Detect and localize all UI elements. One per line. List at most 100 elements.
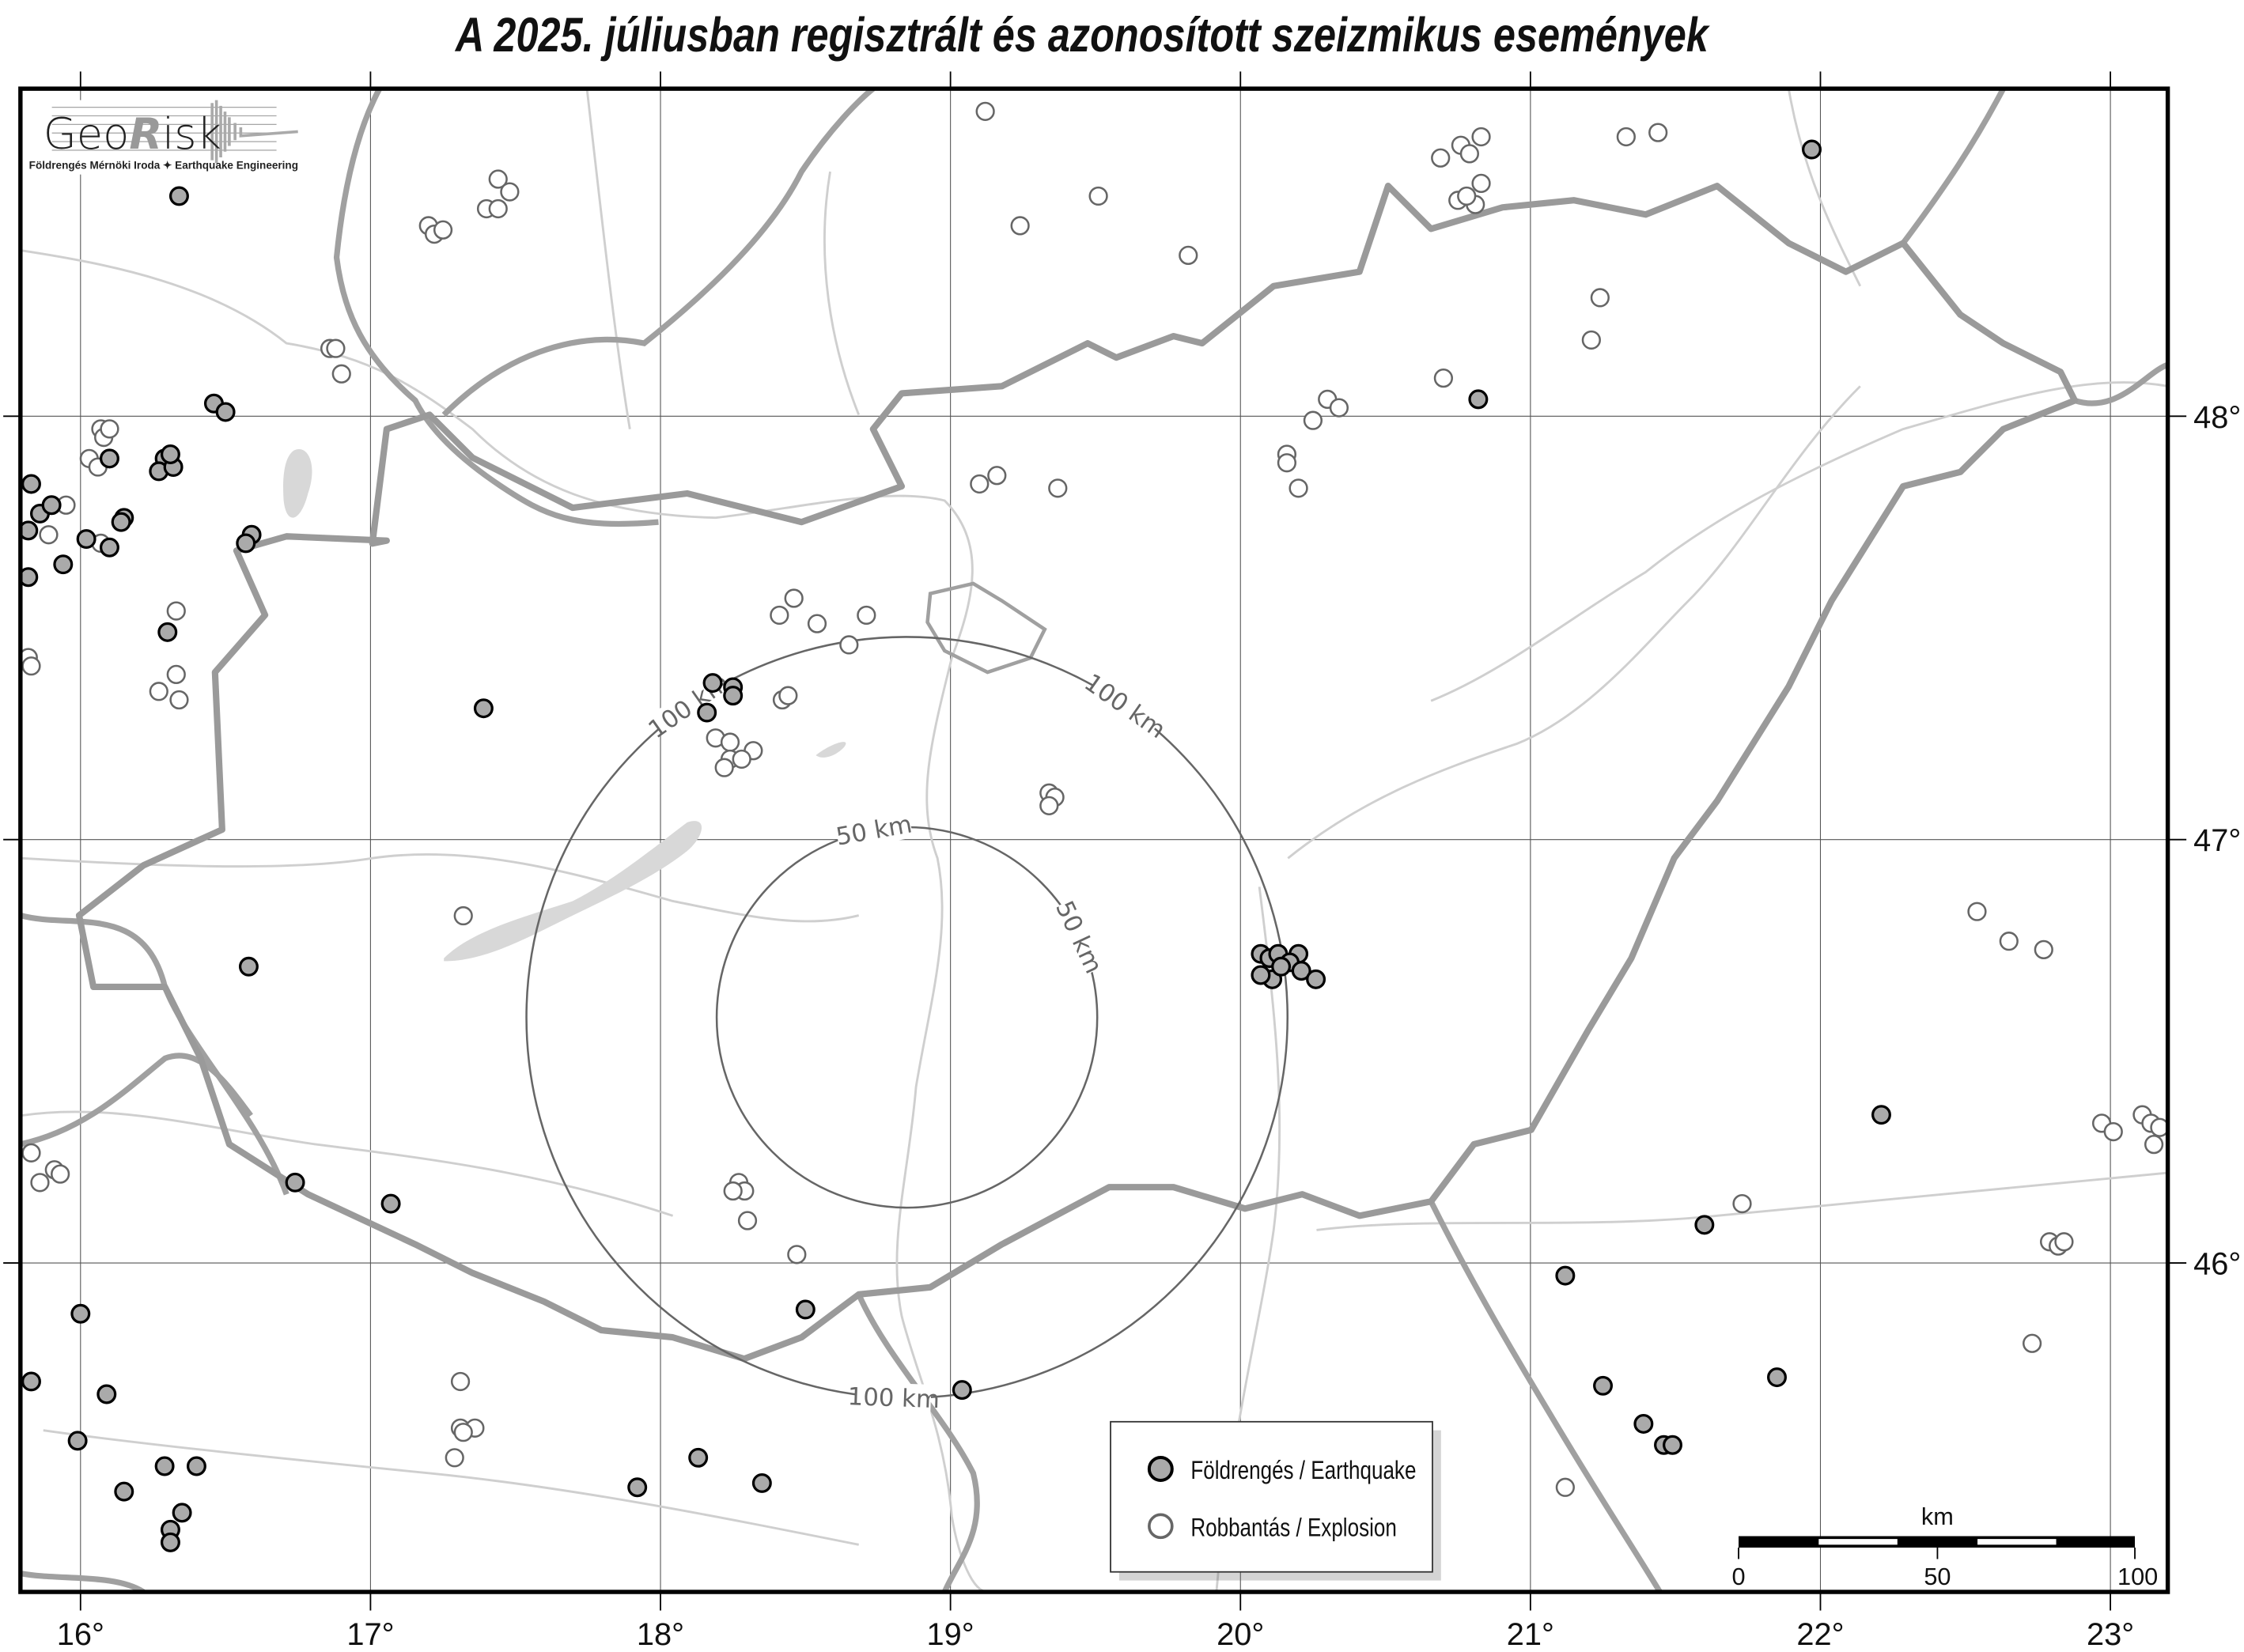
earthquake-marker (21, 474, 41, 494)
lat-label: 47° (2193, 823, 2241, 858)
lake-neusiedl (283, 448, 312, 518)
lake-balaton (444, 821, 702, 962)
earthquake-marker (76, 529, 96, 550)
explosion-marker (21, 656, 41, 676)
earthquake-marker (1306, 969, 1326, 989)
explosion-marker (1967, 902, 1987, 921)
map-title: A 2025. júliusban regisztrált és azonosí… (454, 7, 1710, 62)
earthquake-events (18, 139, 1891, 1552)
earthquake-marker (723, 686, 744, 706)
explosion-marker (1648, 123, 1668, 142)
explosion-marker (723, 1181, 743, 1201)
earthquake-marker (1593, 1375, 1614, 1396)
explosion-marker (857, 605, 876, 626)
lon-label: 16° (57, 1617, 104, 1652)
lon-label: 19° (927, 1617, 974, 1652)
explosion-marker (30, 1173, 50, 1193)
earthquake-marker (114, 1481, 134, 1502)
explosion-marker (1179, 245, 1198, 265)
earthquake-marker (1802, 139, 1822, 160)
svg-text:GeoRisk: GeoRisk (44, 109, 221, 159)
scale-label-50: 50 (1924, 1563, 1951, 1590)
earthquake-marker (160, 444, 180, 464)
earthquake-marker (1555, 1265, 1576, 1286)
earthquake-marker (111, 512, 131, 532)
explosion-marker (778, 686, 798, 705)
lon-label: 20° (1217, 1617, 1264, 1652)
explosion-marker (453, 1423, 473, 1442)
explosion-marker (1471, 127, 1491, 147)
explosion-marker (839, 635, 859, 655)
explosion-marker (488, 198, 508, 219)
earthquake-marker (952, 1380, 972, 1401)
logo-subtitle: Földrengés Mérnöki Iroda ✦ Earthquake En… (29, 159, 298, 171)
explosion-marker (433, 220, 453, 240)
lon-label: 23° (2087, 1617, 2134, 1652)
earthquake-marker (697, 702, 717, 723)
earthquake-marker (1271, 956, 1292, 977)
explosion-marker (970, 474, 990, 494)
earthquake-marker (1694, 1215, 1715, 1235)
explosion-marker (166, 601, 186, 621)
explosion-marker (784, 588, 804, 608)
explosion-marker (975, 101, 995, 121)
explosion-marker (453, 905, 473, 926)
graticule (20, 89, 2168, 1593)
explosion-marker (100, 419, 119, 439)
earthquake-marker (285, 1172, 305, 1193)
explosion-marker (1590, 288, 1610, 308)
earthquake-marker (154, 1456, 175, 1476)
earthquake-marker (1767, 1367, 1787, 1388)
axis-labels: 16° 17° 18° 19° 20° 21° 22° 23° 48° 47° 46° (3, 71, 2241, 1652)
explosion-marker (1732, 1193, 1752, 1214)
earthquake-marker (96, 1384, 117, 1404)
explosion-marker (1433, 369, 1454, 388)
explosion-marker (1329, 398, 1349, 418)
lon-label: 18° (637, 1617, 684, 1652)
earthquake-marker (1663, 1435, 1682, 1455)
earthquake-marker (238, 956, 259, 977)
earthquake-marker (172, 1503, 192, 1523)
explosion-marker (1289, 478, 1308, 498)
explosion-marker (326, 338, 346, 358)
hungary-border (75, 183, 2079, 1363)
explosion-marker (500, 182, 520, 202)
explosion-marker (1555, 1477, 1575, 1497)
earthquake-marker (795, 1299, 815, 1320)
explosion-marker (737, 1211, 758, 1230)
earthquake-marker (688, 1447, 709, 1468)
earthquake-marker (41, 495, 62, 516)
explosion-marker (770, 605, 789, 626)
earthquake-marker (67, 1431, 88, 1451)
explosion-marker (1999, 932, 2019, 951)
legend-earthquake-label: Földrengés / Earthquake (1190, 1456, 1416, 1484)
earthquake-marker (473, 698, 494, 719)
earthquake-marker (215, 402, 236, 422)
earthquake-marker (627, 1477, 648, 1498)
earthquake-marker (21, 1371, 41, 1392)
explosion-marker (2034, 939, 2053, 959)
explosion-marker (732, 749, 751, 769)
explosion-marker (1088, 186, 1108, 206)
earthquake-marker (168, 186, 189, 206)
explosion-marker (1277, 453, 1297, 473)
explosion-marker (331, 364, 351, 384)
explosion-marker (1471, 173, 1491, 193)
explosion-marker (1459, 144, 1480, 164)
explosion-marker (714, 758, 734, 777)
explosion-marker (1581, 330, 1601, 350)
legend: Földrengés / Earthquake Robbantás / Expl… (1110, 1420, 1441, 1581)
earthquake-marker (99, 448, 119, 469)
explosion-marker (787, 1245, 807, 1265)
earthquake-marker (702, 673, 723, 694)
explosion-marker (39, 525, 59, 545)
explosion-marker (987, 466, 1007, 486)
explosion-marker (1303, 410, 1323, 430)
earthquake-marker (380, 1193, 401, 1214)
explosion-marker (1048, 478, 1068, 498)
earthquake-marker (1633, 1414, 1654, 1434)
earthquake-marker (186, 1456, 206, 1476)
earthquake-marker (1871, 1105, 1891, 1125)
explosion-marker (2103, 1121, 2123, 1142)
